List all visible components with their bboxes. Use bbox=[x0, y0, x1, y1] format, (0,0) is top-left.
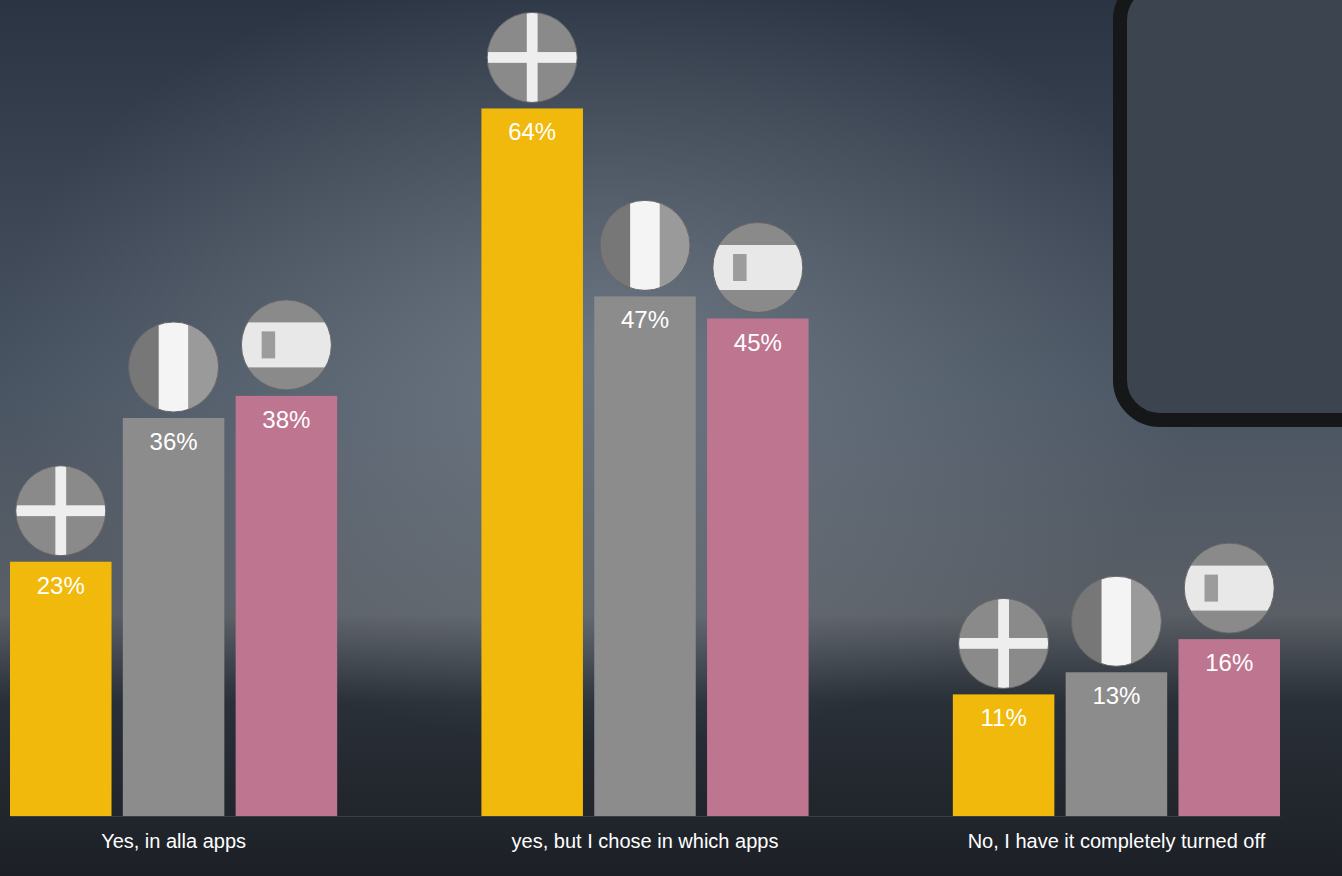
data-label: 64% bbox=[508, 118, 556, 145]
flag-emblem bbox=[1204, 575, 1218, 602]
flag-ground bbox=[129, 322, 219, 412]
flag-band bbox=[241, 322, 331, 367]
bar bbox=[10, 562, 112, 816]
mirror bbox=[1120, 0, 1342, 420]
flag-cross bbox=[959, 638, 1049, 649]
flag-icon bbox=[1184, 543, 1274, 633]
flag-ground bbox=[713, 223, 803, 313]
flag-rim bbox=[713, 223, 803, 313]
flag-band bbox=[1184, 566, 1274, 611]
flags bbox=[16, 12, 1274, 688]
flag-rim bbox=[959, 598, 1049, 688]
flag-icon bbox=[241, 300, 331, 390]
flag-icon bbox=[129, 322, 219, 412]
tick: yes, but I chose in which apps bbox=[512, 816, 779, 852]
flag-icon bbox=[1071, 576, 1161, 666]
flag-icon bbox=[16, 466, 106, 556]
flag-icon bbox=[713, 223, 803, 313]
flag-emblem bbox=[262, 331, 276, 358]
flag-stripe bbox=[159, 322, 189, 412]
background bbox=[0, 0, 1342, 876]
flag-stripe bbox=[1131, 576, 1161, 666]
flag-rim bbox=[1184, 543, 1274, 633]
data-label: 13% bbox=[1092, 682, 1140, 709]
flag-ground bbox=[600, 200, 690, 290]
flag-ground bbox=[16, 466, 106, 556]
bar bbox=[953, 694, 1055, 816]
tick: Yes, in alla apps bbox=[101, 816, 246, 852]
bar bbox=[1178, 639, 1280, 816]
flag-cross bbox=[487, 52, 577, 63]
bar bbox=[236, 396, 338, 816]
flag-icon bbox=[487, 12, 577, 102]
flag-rim bbox=[129, 322, 219, 412]
bar bbox=[707, 319, 809, 817]
flag-stripe bbox=[188, 322, 218, 412]
flag-stripe bbox=[630, 200, 660, 290]
flag-rim bbox=[1071, 576, 1161, 666]
flag-ground bbox=[1184, 543, 1274, 633]
flag-stripe bbox=[129, 322, 159, 412]
tick: No, I have it completely turned off bbox=[968, 816, 1266, 852]
flag-ground bbox=[1071, 576, 1161, 666]
chart: 23% 64% 11% 36% 47% 13% 38% 45% 16% Yes, in alla … bbox=[0, 0, 1342, 876]
data-label: 36% bbox=[150, 428, 198, 455]
data-labels: 23% 64% 11% 36% 47% 13% 38% 45% 16% bbox=[37, 118, 1254, 731]
data-label: 47% bbox=[621, 306, 669, 333]
data-label: 38% bbox=[262, 406, 310, 433]
flag-stripe bbox=[600, 200, 630, 290]
bars bbox=[10, 108, 1280, 816]
tick-label: No, I have it completely turned off bbox=[968, 830, 1266, 852]
data-label: 45% bbox=[734, 329, 782, 356]
flag-rim bbox=[600, 200, 690, 290]
flag-rim bbox=[487, 12, 577, 102]
flag-stripe bbox=[1102, 576, 1132, 666]
data-label: 23% bbox=[37, 572, 85, 599]
flag-rim bbox=[16, 466, 106, 556]
data-label: 16% bbox=[1205, 649, 1253, 676]
flag-band bbox=[713, 245, 803, 290]
flag-ground bbox=[487, 12, 577, 102]
flag-ground bbox=[959, 598, 1049, 688]
data-label: 11% bbox=[980, 704, 1026, 731]
axis-line bbox=[11, 816, 1281, 817]
x-axis: Yes, in alla apps yes, but I chose in whi… bbox=[11, 816, 1281, 852]
flag-emblem bbox=[733, 254, 747, 281]
flag-icon bbox=[600, 200, 690, 290]
tick-label: yes, but I chose in which apps bbox=[512, 830, 779, 852]
flag-rim bbox=[241, 300, 331, 390]
bar bbox=[481, 108, 583, 816]
tick-label: Yes, in alla apps bbox=[101, 830, 246, 852]
flag-stripe bbox=[660, 200, 690, 290]
bar bbox=[1066, 672, 1168, 816]
flag-icon bbox=[959, 598, 1049, 688]
flag-stripe bbox=[1071, 576, 1101, 666]
bar bbox=[123, 418, 225, 816]
bar bbox=[594, 296, 696, 816]
flag-cross bbox=[16, 505, 106, 516]
flag-ground bbox=[241, 300, 331, 390]
